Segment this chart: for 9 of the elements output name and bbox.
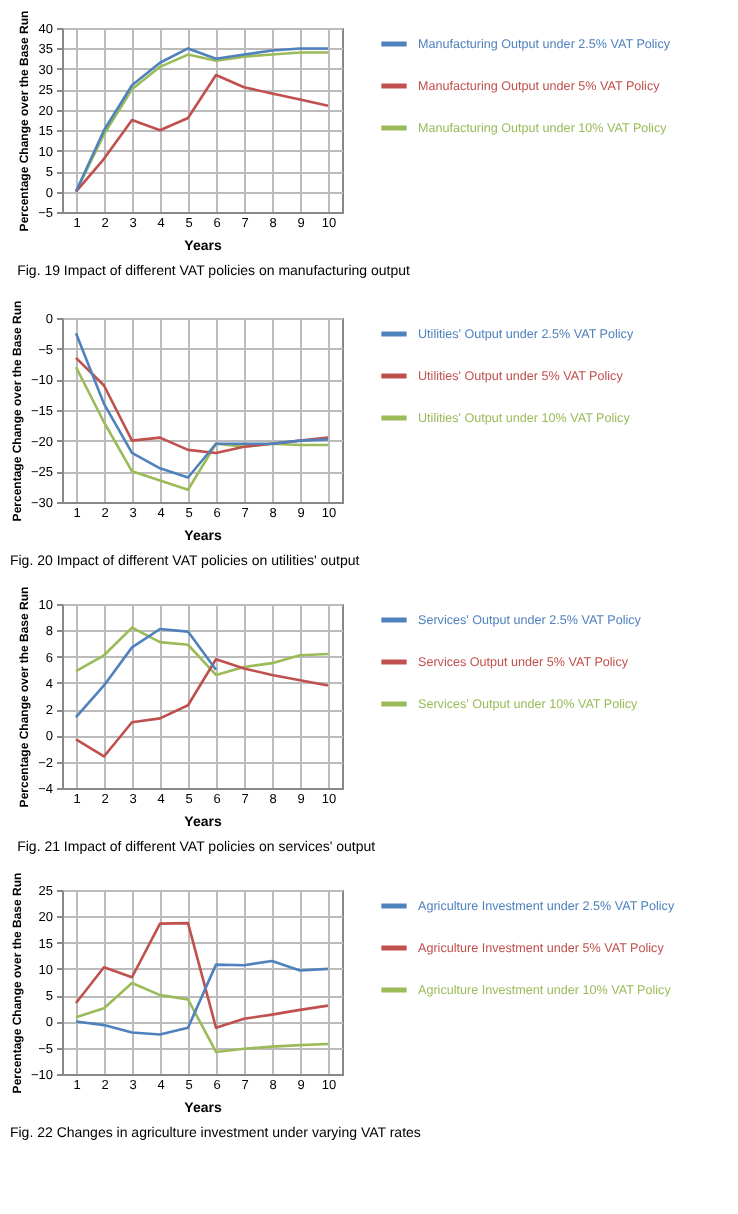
line-series [74, 657, 330, 758]
line-series [74, 981, 330, 1054]
line-series [74, 73, 330, 193]
line-series [74, 332, 330, 479]
line-series [74, 365, 330, 492]
line-series [74, 626, 330, 677]
line-series [74, 921, 330, 1030]
line-series [74, 627, 218, 719]
line-series [74, 959, 330, 1036]
